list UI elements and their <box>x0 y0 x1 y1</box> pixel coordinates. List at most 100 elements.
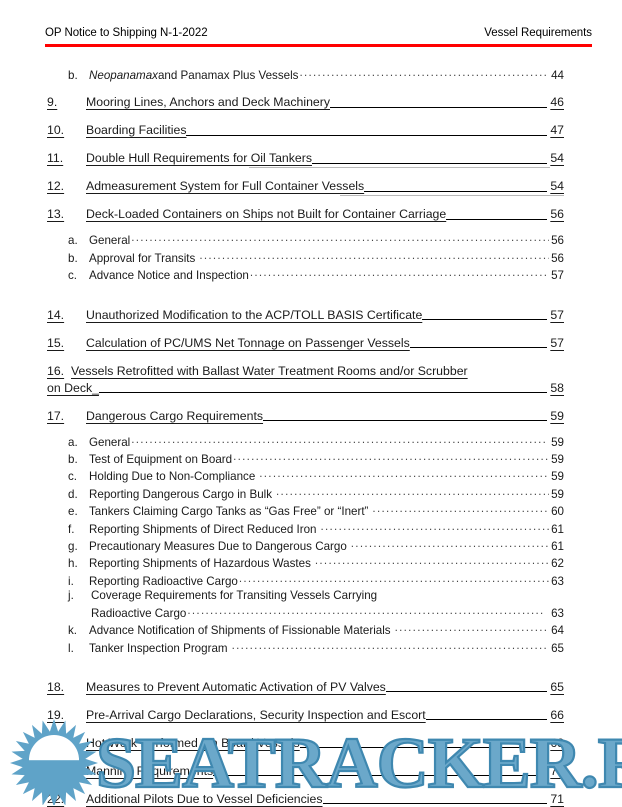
toc-entry-13[interactable]: 13. Deck-Loaded Containers on Ships not … <box>0 206 622 223</box>
entry-number: 15. <box>47 335 65 350</box>
toc-entry-20[interactable]: 20. Hot Work Performed On Board Vessels … <box>0 735 622 752</box>
header-left-text: OP Notice to Shipping N-1-2022 <box>45 27 208 39</box>
page-number[interactable]: 61 <box>551 522 564 536</box>
entry-rule <box>425 707 548 724</box>
page-number[interactable]: 56 <box>550 207 564 222</box>
dot-leader <box>259 467 549 480</box>
page-number[interactable]: 59 <box>551 487 564 501</box>
page-number[interactable]: 47 <box>550 123 564 138</box>
running-header: OP Notice to Shipping N-1-2022 Vessel Re… <box>45 26 592 40</box>
entry-number: 20. <box>47 735 65 750</box>
page-number[interactable]: 54 <box>550 179 564 194</box>
toc-sub-entry[interactable]: b. Neopanamax and Panamax Plus Vessels 4… <box>68 66 564 83</box>
toc-entry-9[interactable]: 9. Mooring Lines, Anchors and Deck Machi… <box>0 94 622 111</box>
page-number[interactable]: 63 <box>551 606 564 620</box>
toc-entry-18[interactable]: 18. Measures to Prevent Automatic Activa… <box>0 679 622 696</box>
toc-sub-entry[interactable]: h. Reporting Shipments of Hazardous Wast… <box>68 554 564 571</box>
page-number[interactable]: 57 <box>550 335 564 350</box>
toc-sub-entry[interactable]: b. Test of Equipment on Board 59 <box>68 450 564 467</box>
page-number[interactable]: 65 <box>551 641 564 655</box>
page-number[interactable]: 61 <box>551 540 564 554</box>
sub-entry-title: and Panamax Plus Vessels <box>157 69 299 82</box>
dot-leader <box>199 249 549 262</box>
dot-leader <box>250 266 549 279</box>
toc-sub-entry[interactable]: a. General 56 <box>68 231 564 248</box>
entry-title: Dangerous Cargo Requirements <box>86 408 264 423</box>
page-number[interactable]: 59 <box>551 453 564 467</box>
page-number[interactable]: 62 <box>551 557 564 571</box>
toc-entry-22[interactable]: 22. Additional Pilots Due to Vessel Defi… <box>0 791 622 807</box>
toc-sub-entry[interactable]: d. Reporting Dangerous Cargo in Bulk 59 <box>68 485 564 502</box>
entry-title: Measures to Prevent Automatic Activation… <box>86 679 386 694</box>
page-number[interactable]: 59 <box>550 408 564 423</box>
dot-leader <box>187 604 545 617</box>
entry-title: Unauthorized Modification to the ACP/TOL… <box>86 307 423 322</box>
page-number[interactable]: 71 <box>550 791 564 806</box>
entry-title: Additional Pilots Due to Vessel Deficien… <box>86 791 323 806</box>
toc-entry-19[interactable]: 19. Pre-Arrival Cargo Declarations, Secu… <box>0 707 622 724</box>
toc-entry-11[interactable]: 11. Double Hull Requirements for Oil Tan… <box>0 150 622 169</box>
dot-leader <box>320 520 549 533</box>
entry-line-1: 16. Vessels Retrofitted with Ballast Wat… <box>47 363 622 380</box>
entry-rule <box>312 150 548 167</box>
sub-entry-letter: j. <box>68 589 74 603</box>
toc-entry-12[interactable]: 12. Admeasurement System for Full Contai… <box>0 178 622 197</box>
toc-entry-17[interactable]: 17. Dangerous Cargo Requirements 59 <box>0 408 622 425</box>
scan-artifact-rule <box>249 167 550 169</box>
entry-title: Manning Requirements <box>86 763 214 778</box>
toc-sub-entry[interactable]: b. Approval for Transits 56 <box>68 249 564 266</box>
entry-rule <box>330 94 548 111</box>
dot-leader <box>276 485 549 498</box>
header-right-text: Vessel Requirements <box>484 27 592 39</box>
toc-sub-entry[interactable]: k. Advance Notification of Shipments of … <box>68 621 564 638</box>
sub-entry-title: Tankers Claiming Cargo Tanks as “Gas Fre… <box>89 505 369 519</box>
sub-entry-letter: g. <box>68 540 78 554</box>
toc-sub-entry[interactable]: e. Tankers Claiming Cargo Tanks as “Gas … <box>68 502 564 519</box>
page-number[interactable]: 44 <box>551 69 564 82</box>
page-number[interactable]: 58 <box>550 380 564 395</box>
page-number[interactable]: 56 <box>551 234 564 248</box>
sub-entry-title-line-2: Radioactive Cargo <box>91 606 187 620</box>
toc-entry-21[interactable]: 21. Manning Requirements 71 <box>0 763 622 780</box>
page-number[interactable]: 68 <box>550 735 564 750</box>
page-number[interactable]: 66 <box>550 707 564 722</box>
toc-sub-entry[interactable]: f. Reporting Shipments of Direct Reduced… <box>68 520 564 537</box>
toc-entry-10[interactable]: 10. Boarding Facilities 47 <box>0 122 622 139</box>
page-number[interactable]: 57 <box>550 307 564 322</box>
sub-entry-letter: b. <box>68 69 78 82</box>
page-number[interactable]: 60 <box>551 505 564 519</box>
entry-title: Pre-Arrival Cargo Declarations, Security… <box>86 707 426 722</box>
toc-sub-entry[interactable]: c. Holding Due to Non-Compliance 59 <box>68 467 564 484</box>
toc-sub-entry[interactable]: l. Tanker Inspection Program 65 <box>68 639 564 656</box>
page-number[interactable]: 59 <box>551 435 564 449</box>
toc-sub-entry[interactable]: a. General 59 <box>68 433 564 450</box>
page-number[interactable]: 65 <box>550 679 564 694</box>
toc-sub-entry[interactable]: c. Advance Notice and Inspection 57 <box>68 266 564 283</box>
entry-title-line-2: on Deck_ <box>47 380 99 395</box>
page-number[interactable]: 64 <box>551 624 564 638</box>
entry-title-line-1: Vessels Retrofitted with Ballast Water T… <box>71 363 468 378</box>
page-number[interactable]: 56 <box>551 251 564 265</box>
toc-sub-entry[interactable]: g. Precautionary Measures Due to Dangero… <box>68 537 564 554</box>
toc-sub-entry-wrapped[interactable]: j. Coverage Requirements for Transiting … <box>68 589 564 621</box>
sub-entry-title: Reporting Dangerous Cargo in Bulk <box>89 487 273 501</box>
dot-leader <box>131 231 549 244</box>
toc-entry-16[interactable]: 16. Vessels Retrofitted with Ballast Wat… <box>0 363 622 397</box>
entry-rule <box>409 335 548 352</box>
dot-leader <box>395 621 550 634</box>
sub-entry-line-2: Radioactive Cargo 63 <box>68 604 564 621</box>
page-number[interactable]: 63 <box>551 574 564 588</box>
toc-sub-entry[interactable]: i. Reporting Radioactive Cargo 63 <box>68 572 564 589</box>
page-number[interactable]: 71 <box>550 763 564 778</box>
page-number[interactable]: 59 <box>551 470 564 484</box>
entry-line-2: on Deck_ 58 <box>0 380 622 397</box>
toc-entry-15[interactable]: 15. Calculation of PC/UMS Net Tonnage on… <box>0 335 622 352</box>
page-number[interactable]: 46 <box>550 95 564 110</box>
sub-entry-letter: b. <box>68 453 78 467</box>
dot-leader <box>131 433 545 446</box>
toc-entry-14[interactable]: 14. Unauthorized Modification to the ACP… <box>0 307 622 324</box>
entry-title: Deck-Loaded Containers on Ships not Buil… <box>86 207 447 222</box>
page-number[interactable]: 54 <box>550 151 564 166</box>
dot-leader <box>351 537 549 550</box>
page-number[interactable]: 57 <box>551 269 564 283</box>
